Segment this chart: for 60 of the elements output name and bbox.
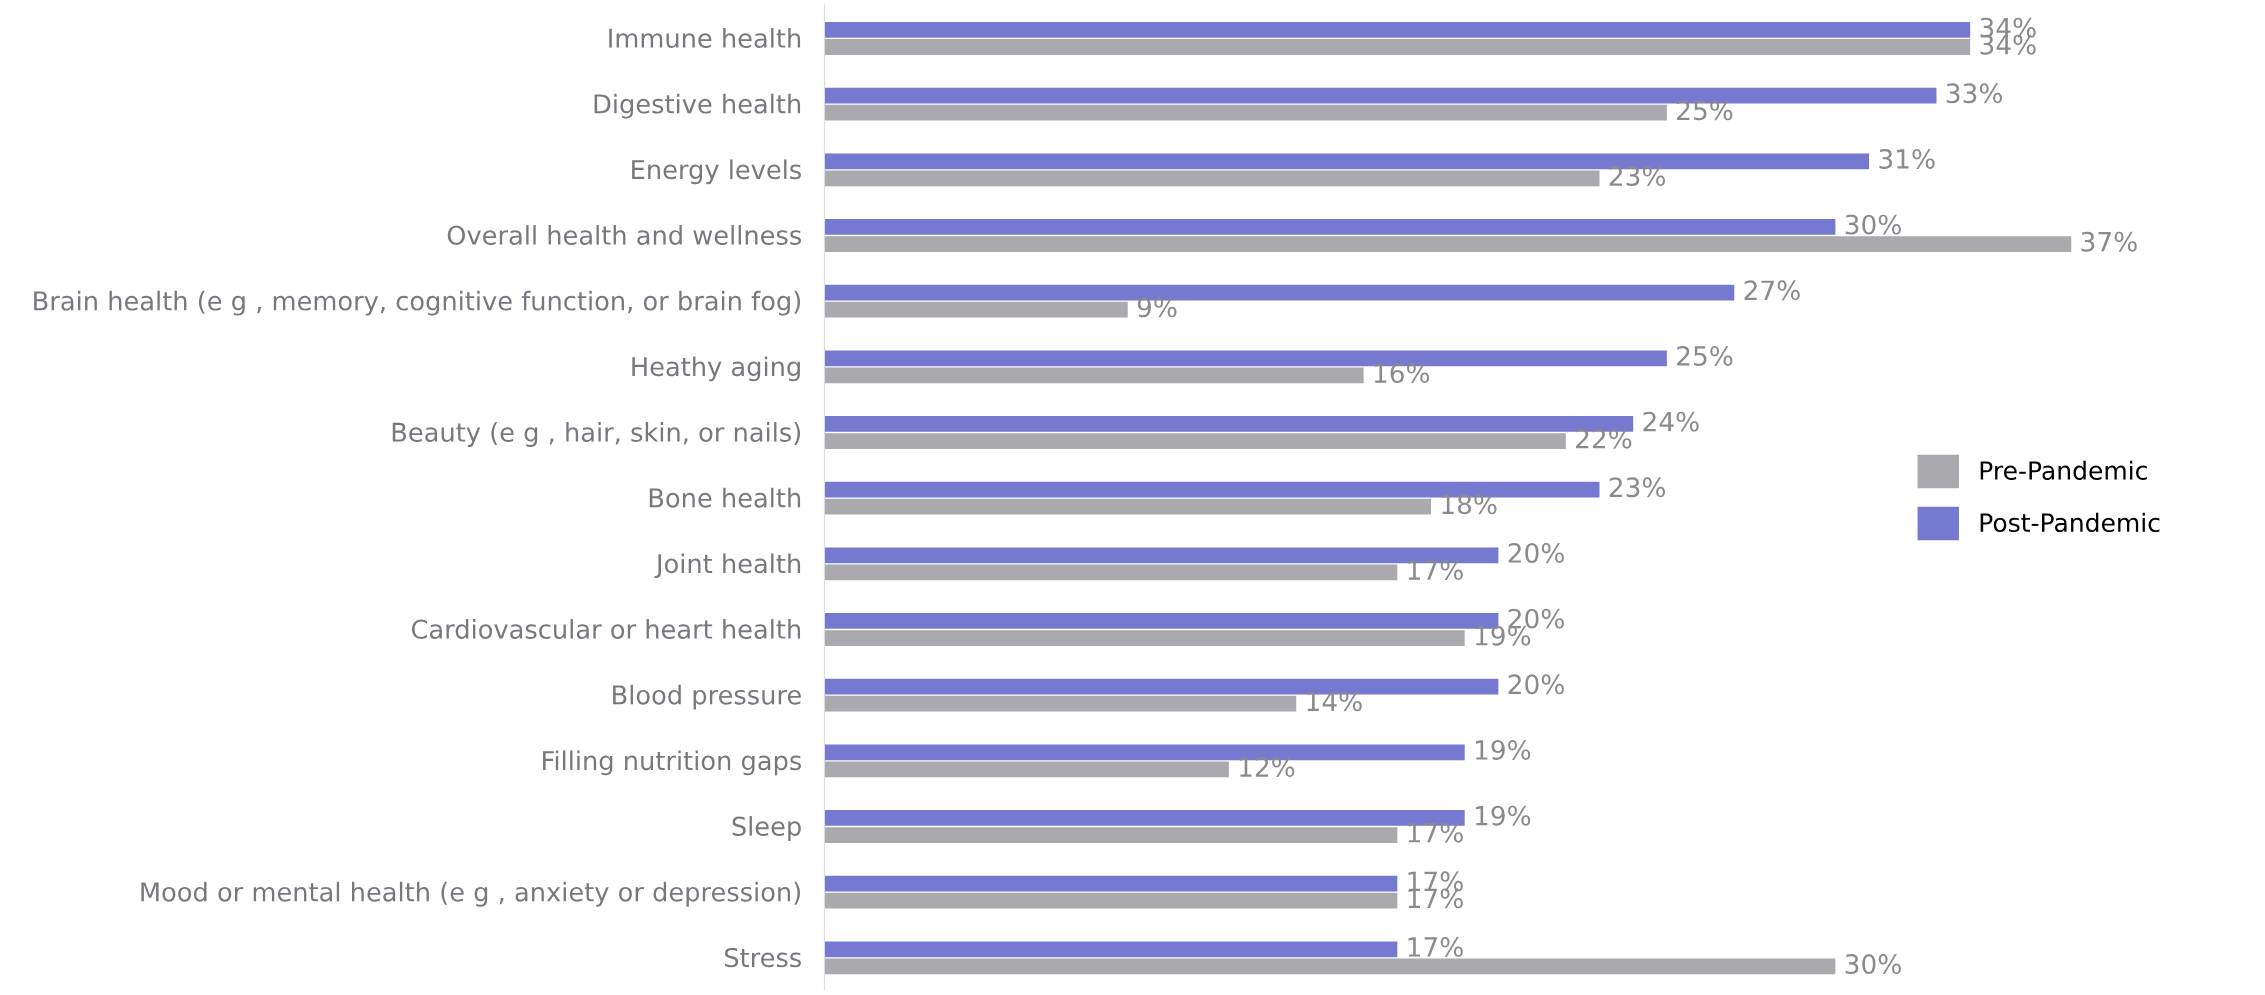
y-tick-label: Brain health (e g , memory, cognitive function, or brain fog) bbox=[34, 290, 801, 316]
legend-label: Pre-Pandemic bbox=[1980, 460, 2147, 480]
bar bbox=[824, 958, 1836, 975]
bar bbox=[824, 367, 1364, 384]
y-tick-label: Beauty (e g , hair, skin, or nails) bbox=[392, 422, 801, 447]
data-label: 25% bbox=[1677, 100, 1733, 121]
bar bbox=[824, 630, 1465, 646]
legend-label: Post-Pandemic bbox=[1980, 512, 2160, 533]
bar bbox=[824, 827, 1398, 843]
data-label: 23% bbox=[1609, 166, 1666, 186]
bar bbox=[824, 433, 1566, 449]
data-label: 14% bbox=[1307, 691, 1362, 712]
bar bbox=[824, 498, 1432, 515]
data-label: 12% bbox=[1240, 757, 1295, 778]
y-tick-label: Digestive health bbox=[594, 93, 801, 119]
bar bbox=[824, 301, 1128, 318]
data-label: 17% bbox=[1408, 937, 1463, 957]
data-label: 20% bbox=[1508, 542, 1564, 563]
data-label: 16% bbox=[1374, 363, 1430, 384]
bar bbox=[824, 564, 1398, 581]
data-label: 19% bbox=[1475, 740, 1531, 760]
y-tick-label: Overall health and wellness bbox=[447, 225, 801, 245]
data-label: 18% bbox=[1442, 494, 1497, 515]
bar bbox=[824, 875, 1398, 892]
y-tick-label: Blood pressure bbox=[613, 684, 801, 710]
bar bbox=[824, 695, 1297, 712]
data-label: 9% bbox=[1137, 297, 1177, 318]
data-label: 19% bbox=[1475, 805, 1531, 826]
data-label: 31% bbox=[1879, 148, 1935, 169]
data-label: 17% bbox=[1408, 560, 1463, 581]
bar bbox=[824, 892, 1398, 909]
y-tick-label: Mood or mental health (e g , anxiety or depression) bbox=[141, 881, 801, 907]
data-label: 30% bbox=[1845, 954, 1901, 975]
bar bbox=[824, 236, 2072, 252]
data-label: 20% bbox=[1508, 674, 1564, 695]
bar bbox=[824, 170, 1600, 187]
data-label: 24% bbox=[1643, 411, 1699, 432]
data-label: 27% bbox=[1744, 280, 1800, 301]
y-tick-label: Filling nutrition gaps bbox=[543, 750, 801, 776]
data-label: 23% bbox=[1609, 477, 1666, 498]
y-tick-label: Sleep bbox=[732, 816, 801, 841]
bar bbox=[824, 22, 1971, 38]
bar bbox=[824, 104, 1667, 121]
bar bbox=[824, 219, 1836, 235]
y-tick-label: Immune health bbox=[609, 28, 801, 48]
y-tick-label: Energy levels bbox=[632, 159, 801, 185]
bar bbox=[824, 761, 1229, 778]
data-label: 22% bbox=[1576, 428, 1632, 449]
bar bbox=[824, 39, 1971, 55]
bar bbox=[824, 941, 1398, 958]
y-tick-label: Stress bbox=[724, 947, 801, 968]
data-label: 30% bbox=[1845, 214, 1901, 235]
data-label: 17% bbox=[1408, 822, 1463, 843]
y-tick-label: Cardiovascular or heart health bbox=[411, 619, 801, 639]
data-label: 33% bbox=[1946, 83, 2002, 104]
y-tick-label: Bone health bbox=[649, 487, 801, 508]
y-tick-label: Joint health bbox=[654, 553, 801, 579]
y-tick-label: Heathy aging bbox=[632, 356, 800, 382]
data-label: 37% bbox=[2081, 231, 2137, 252]
data-label: 25% bbox=[1677, 345, 1733, 366]
